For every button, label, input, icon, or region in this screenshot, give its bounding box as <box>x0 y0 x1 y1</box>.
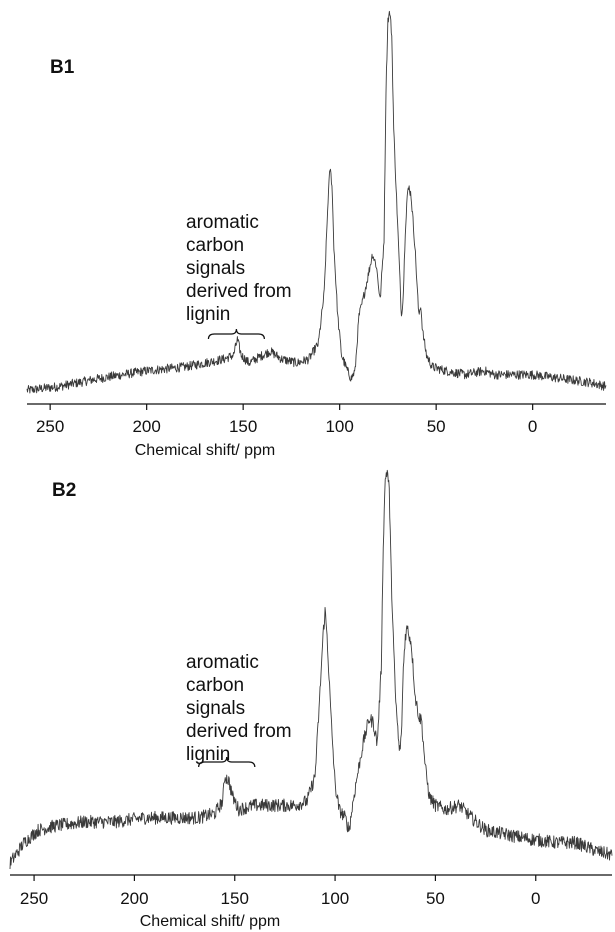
x-ticks-b1: 250 200 150 100 50 0 <box>36 404 537 436</box>
x-tick-label: 150 <box>221 889 249 908</box>
x-tick-label: 250 <box>20 889 48 908</box>
lignin-annotation-b2: aromatic carbon signals derived from lig… <box>186 652 292 768</box>
lignin-annotation-b1: aromatic carbon signals derived from lig… <box>186 212 292 340</box>
x-tick-label: 200 <box>120 889 148 908</box>
x-tick-label: 100 <box>325 417 353 436</box>
annotation-brace-b1 <box>207 328 265 340</box>
x-tick-label: 50 <box>426 889 445 908</box>
annotation-line-3: signals <box>186 698 245 719</box>
x-tick-label: 100 <box>321 889 349 908</box>
annotation-line-1: aromatic <box>186 652 259 673</box>
panel-b2: B2 aromatic carbon signals derived from … <box>9 469 613 930</box>
x-tick-label: 250 <box>36 417 64 436</box>
spectrum-line-b1 <box>26 10 607 394</box>
x-ticks-b2: 250 200 150 100 50 0 <box>20 875 540 908</box>
x-tick-label: 150 <box>229 417 257 436</box>
spectrum-line-b2 <box>9 469 613 870</box>
x-tick-label: 0 <box>531 889 540 908</box>
panel-label-b2: B2 <box>52 480 76 501</box>
annotation-line-4: derived from <box>186 281 292 302</box>
annotation-line-5: lignin <box>186 744 230 765</box>
annotation-line-5: lignin <box>186 304 230 325</box>
x-axis-title-b2: Chemical shift/ ppm <box>140 913 281 930</box>
panel-b1: B1 aromatic carbon signals derived from … <box>26 10 607 459</box>
x-tick-label: 200 <box>132 417 160 436</box>
annotation-brace-b2 <box>198 756 256 768</box>
annotation-line-2: carbon <box>186 235 244 256</box>
x-tick-label: 0 <box>528 417 537 436</box>
x-axis-title-b1: Chemical shift/ ppm <box>135 442 276 459</box>
annotation-line-4: derived from <box>186 721 292 742</box>
panel-label-b1: B1 <box>50 57 75 78</box>
annotation-line-2: carbon <box>186 675 244 696</box>
annotation-line-3: signals <box>186 258 245 279</box>
annotation-line-1: aromatic <box>186 212 259 233</box>
x-tick-label: 50 <box>427 417 446 436</box>
